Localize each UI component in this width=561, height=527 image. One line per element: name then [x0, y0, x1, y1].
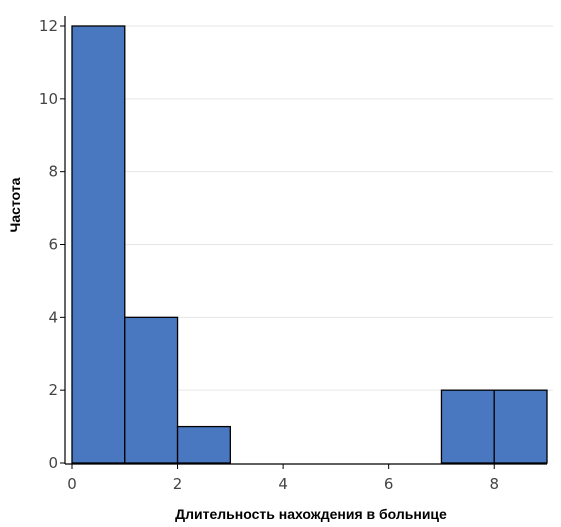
y-tick-label-8: 8 [48, 163, 58, 181]
x-tick-label-2: 2 [173, 475, 183, 493]
y-tick-label-6: 6 [48, 236, 58, 254]
y-tick-label-12: 12 [39, 17, 58, 35]
bar-1 [124, 316, 179, 464]
y-axis-title: Частота [7, 177, 23, 232]
bar-2 [176, 425, 231, 464]
tick-labels: 0 2 4 6 8 10 12 0 2 4 6 8 [39, 17, 499, 493]
axes [60, 16, 547, 469]
x-axis-title: Длительность нахождения в больнице [175, 506, 447, 522]
x-tick-label-8: 8 [489, 475, 499, 493]
y-tick-label-2: 2 [48, 381, 58, 399]
bar-0 [71, 25, 126, 464]
y-tick-label-0: 0 [48, 454, 58, 472]
bar-7 [440, 389, 495, 464]
y-tick-label-4: 4 [48, 308, 58, 326]
x-tick-label-4: 4 [278, 475, 288, 493]
x-tick-label-6: 6 [384, 475, 394, 493]
bar-8 [493, 389, 548, 464]
bars [71, 25, 548, 464]
y-tick-label-10: 10 [39, 90, 58, 108]
x-tick-label-0: 0 [67, 475, 77, 493]
